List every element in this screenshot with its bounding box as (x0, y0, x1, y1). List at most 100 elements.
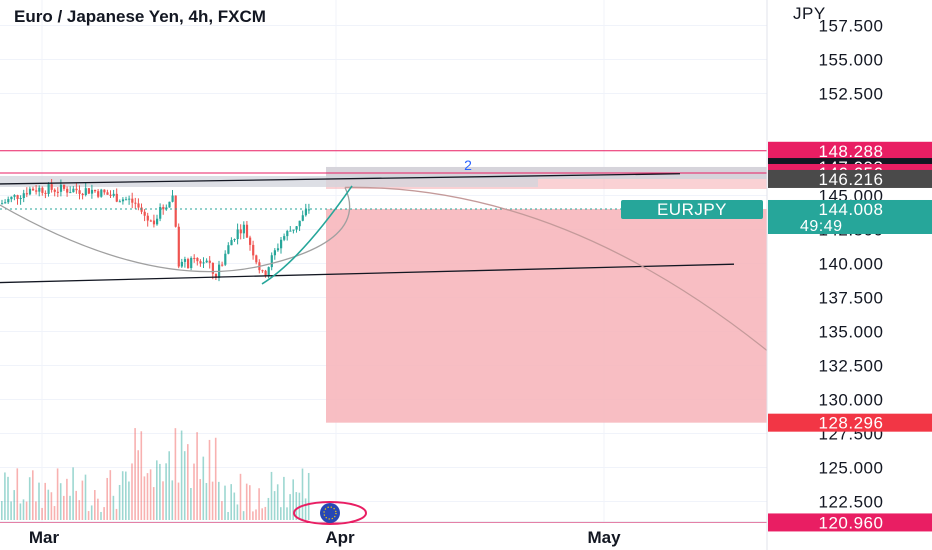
volume-bar (258, 488, 260, 520)
volume-bar (140, 431, 143, 520)
candle-body (63, 184, 66, 189)
candle-body (4, 202, 7, 204)
candle-body (118, 201, 121, 203)
candle-body (270, 255, 273, 268)
candle-body (44, 192, 47, 194)
candle-body (56, 191, 59, 193)
bar-countdown: 49:49 (800, 218, 843, 235)
price-tick-label: 137.500 (819, 289, 884, 308)
candle-body (255, 255, 258, 263)
target-zone (326, 208, 767, 423)
volume-bar (103, 507, 105, 520)
candle-body (94, 189, 97, 192)
time-tick-label: Mar (29, 528, 60, 547)
eu-stars-icon (323, 506, 337, 520)
price-badge-bg (768, 169, 932, 188)
volume-bar (295, 492, 298, 520)
price-badge-label: 148.288 (819, 142, 884, 161)
volume-bar (174, 428, 177, 520)
volume-bar (264, 506, 267, 520)
volume-bar (245, 483, 248, 520)
volume-bar (193, 463, 195, 520)
volume-bar (276, 484, 279, 520)
symbol-tag-bg (621, 200, 763, 219)
candle-body (249, 237, 252, 245)
candle-body (13, 195, 16, 197)
volume-bar (177, 482, 180, 520)
candle-body (75, 188, 78, 191)
eu-flag-icon (320, 503, 340, 523)
volume-bar (38, 482, 40, 520)
candle-body (72, 188, 75, 193)
projection-curve (344, 186, 768, 352)
volume-bar (56, 468, 59, 520)
volume-bar (205, 482, 208, 520)
candle-body (252, 244, 255, 256)
path-arrow (261, 185, 353, 285)
candle-body (162, 207, 165, 210)
volume-bar (165, 463, 167, 520)
price-badge-label: 144.008 (819, 200, 884, 219)
position-label: 2 (464, 157, 472, 173)
volume-bar (307, 472, 310, 520)
candle-body (199, 261, 202, 264)
volume-bar (115, 508, 118, 520)
candle-body (183, 259, 187, 262)
price-badge-bg (768, 141, 932, 160)
candle-body (177, 226, 180, 267)
candle-body (292, 229, 295, 231)
candle-body (16, 195, 19, 199)
volume-bar (90, 505, 93, 520)
volume-bar (304, 498, 307, 520)
volume-bar (25, 501, 28, 520)
time-axis[interactable]: Mar Apr May (29, 528, 621, 547)
volume-bar (125, 471, 127, 520)
candle-body (280, 239, 283, 249)
price-axis[interactable]: 157.500155.000152.500145.000142.500140.0… (819, 17, 884, 512)
candle-body (140, 207, 143, 212)
price-badge-label: 120.960 (819, 513, 884, 532)
candle-body (137, 203, 140, 208)
price-tick-label: 152.500 (819, 85, 884, 104)
volume-bar (187, 444, 189, 520)
candle-body (174, 195, 177, 227)
volume-bar (118, 484, 121, 520)
candle-body (230, 240, 233, 246)
volume-bar (13, 490, 15, 520)
volume-bar (292, 479, 294, 520)
candle-body (121, 199, 125, 202)
candle-body (109, 194, 112, 196)
economic-event-marker[interactable] (293, 501, 367, 525)
event-highlight-ring (293, 501, 367, 525)
candle-body (233, 239, 236, 241)
price-tick-label: 140.000 (819, 255, 884, 274)
volume-bar (72, 467, 74, 520)
volume-bar (289, 494, 291, 520)
candle-body (1, 203, 4, 205)
volume-bar (84, 474, 87, 520)
volume-bar (162, 481, 164, 520)
volume-bar (236, 504, 239, 520)
volume-bar (149, 469, 152, 520)
candle-body (295, 226, 298, 230)
price-badge-bg (768, 513, 932, 532)
volume-bar (267, 497, 270, 520)
volume-bar (134, 428, 136, 520)
volume-bar (218, 481, 220, 520)
candle-body (193, 257, 196, 259)
candle-body (125, 199, 128, 201)
price-tick-label: 125.000 (819, 459, 884, 478)
volume-bar (261, 508, 263, 520)
volume-bar (112, 495, 115, 520)
volume-bar (301, 468, 304, 520)
candle-body (208, 260, 211, 263)
volume-bar (41, 507, 43, 520)
volume-bar (53, 506, 56, 520)
volume-bar (152, 487, 155, 520)
volume-bar (171, 480, 174, 520)
candle-body (149, 220, 152, 222)
volume-bar (63, 495, 65, 520)
candle-body (90, 189, 94, 194)
volume-bar (22, 499, 25, 520)
